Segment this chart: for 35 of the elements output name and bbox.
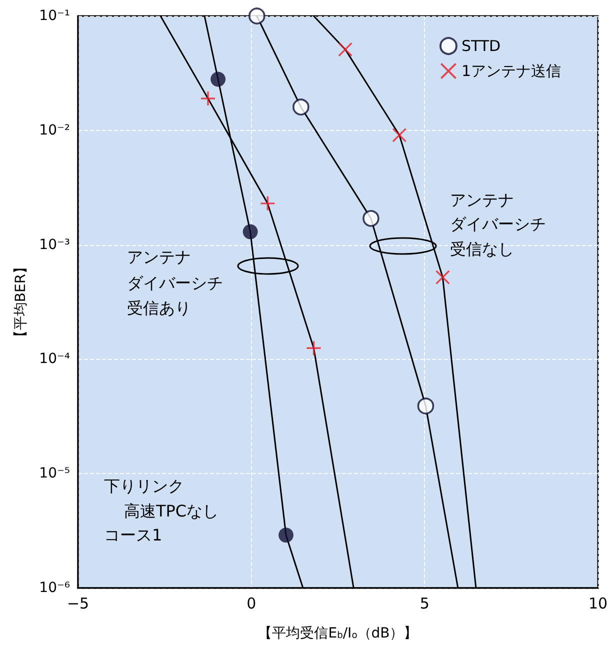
point	[392, 128, 406, 142]
y-tick-label: 10⁻²	[39, 122, 70, 138]
annotation: ダイバーシチ	[127, 274, 223, 292]
point	[248, 8, 266, 24]
y-tick-label: 10⁻⁴	[39, 351, 70, 368]
annotation: 高速TPCなし	[124, 502, 219, 520]
annotation: コース1	[104, 526, 162, 544]
annotation: アンテナ	[127, 248, 191, 266]
x-tick-label: −5	[66, 594, 90, 612]
annotation: アンテナ	[450, 190, 514, 210]
annotation: ダイバーシチ	[450, 214, 546, 234]
x-tick-label: 5	[420, 594, 430, 612]
legend-label: 1アンテナ送信	[461, 62, 562, 80]
point	[417, 398, 434, 414]
x-tick-label: 0	[246, 594, 256, 612]
point	[292, 98, 310, 116]
point	[278, 528, 294, 543]
y-tick-label: 10⁻⁵	[39, 466, 70, 482]
annotation: 下りリンク	[104, 476, 184, 496]
y-tick-label: 10⁻¹	[39, 8, 70, 24]
y-tick-label: 10⁻⁶	[39, 580, 70, 596]
y-axis-title: 【平均BER】	[13, 260, 29, 344]
point	[436, 270, 450, 284]
legend-label: STTD	[461, 37, 501, 55]
annotation: 受信あり	[127, 298, 191, 318]
x-axis-title: 【平均受信Eb/Io（dB）】	[258, 625, 418, 642]
annotation: 受信なし	[450, 240, 514, 258]
point	[338, 42, 352, 56]
point	[242, 224, 258, 240]
point	[260, 196, 275, 210]
point	[210, 72, 226, 87]
point	[201, 92, 215, 106]
point	[362, 210, 380, 227]
x-tick-label: 10	[588, 594, 608, 612]
y-tick-label: 10⁻³	[39, 236, 70, 253]
